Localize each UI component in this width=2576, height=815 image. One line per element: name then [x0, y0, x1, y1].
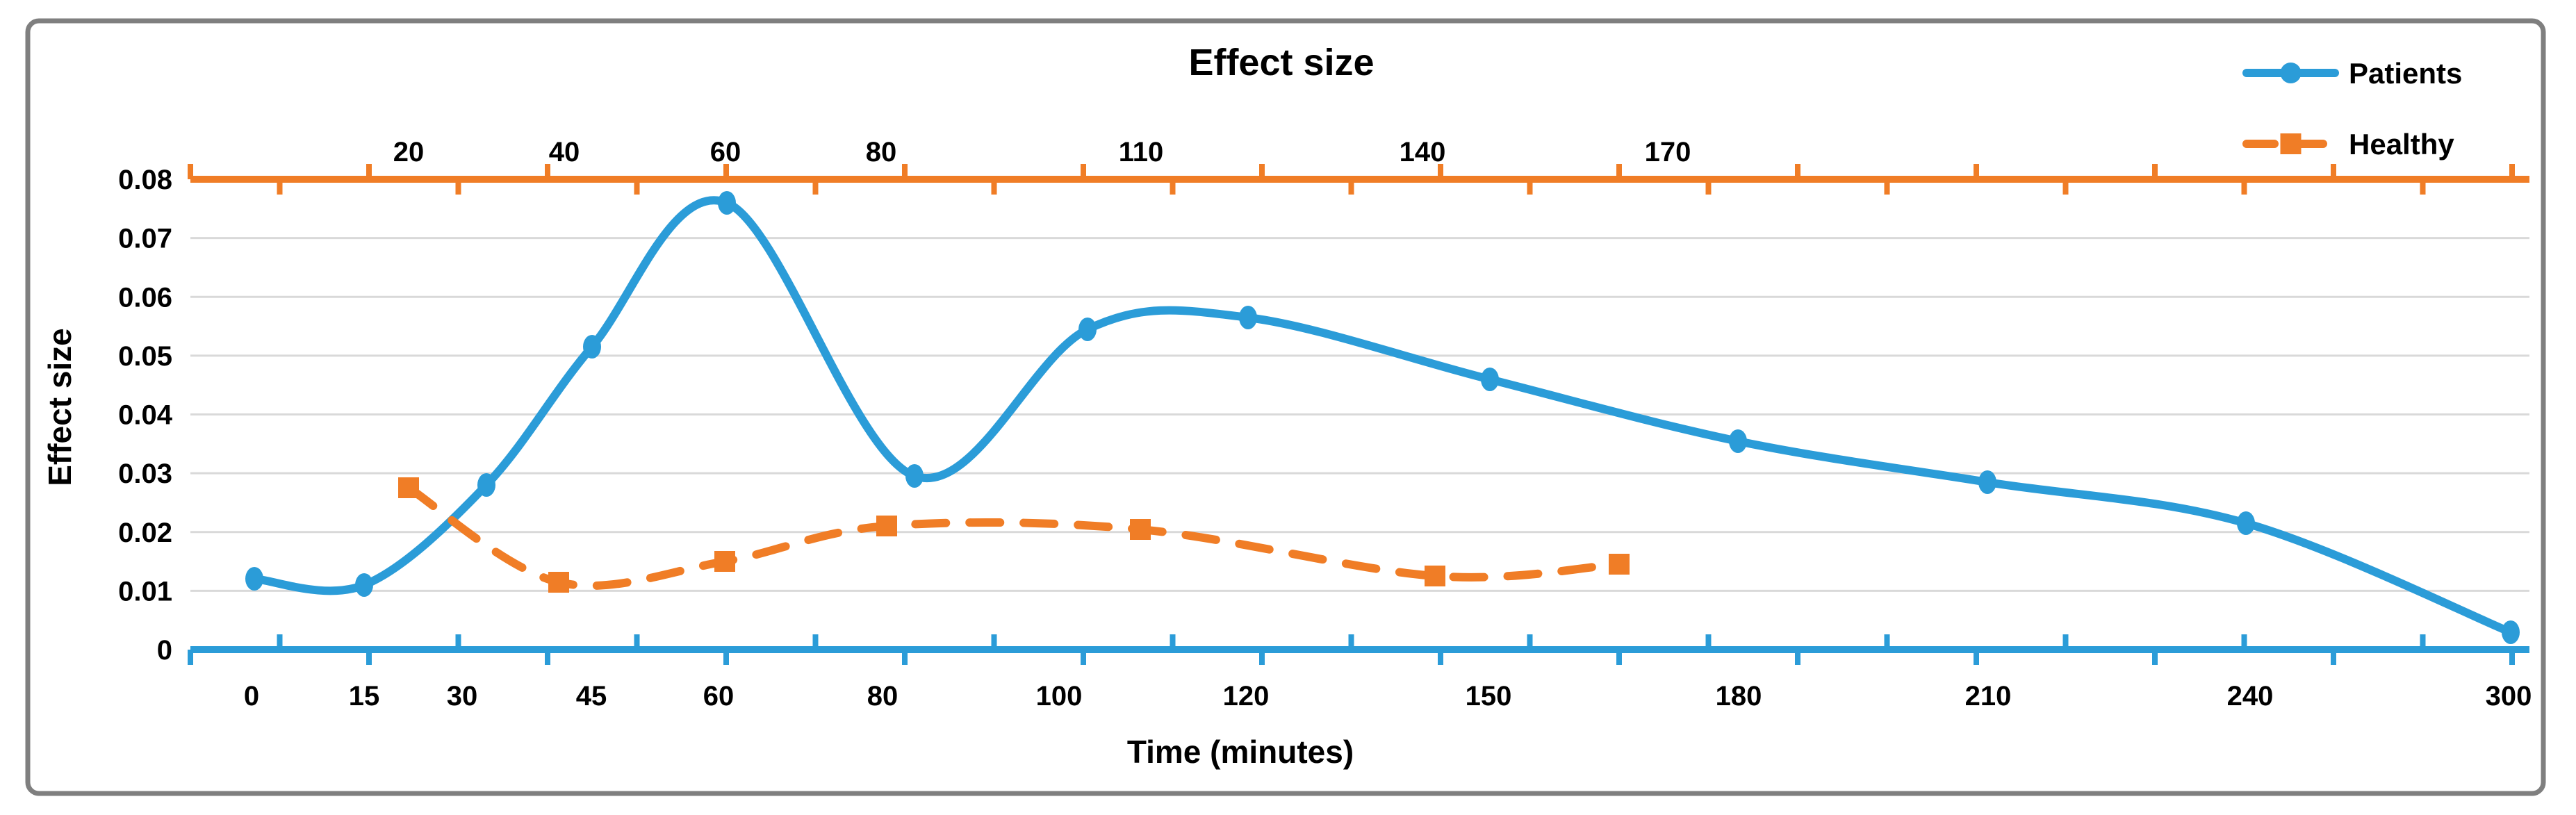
y-axis-tick-labels: 0.08 0.07 0.06 0.05 0.04 0.03 0.02 0.01 0: [118, 165, 173, 666]
y-axis-tick-label: 0.01: [118, 576, 172, 607]
top-x-axis-tick-labels: 20 40 60 80 110 140 170: [393, 137, 1691, 167]
healthy-data-point-marker: [548, 572, 569, 593]
gridlines: [190, 237, 2529, 592]
bottom-x-tick-label: 80: [867, 681, 899, 711]
healthy-data-point-marker: [1425, 566, 1445, 586]
series-patients: [245, 191, 2520, 644]
patients-data-point-marker: [1481, 368, 1499, 391]
series-healthy: [398, 477, 1630, 593]
patients-data-point-marker: [477, 473, 495, 497]
legend: Patients Healthy: [2242, 57, 2462, 160]
patients-line-sample-icon: [2242, 63, 2339, 83]
patients-data-point-marker: [1078, 318, 1097, 341]
bottom-x-tick-label: 180: [1716, 681, 1762, 711]
top-x-tick-label: 60: [710, 137, 741, 167]
bottom-x-tick-label: 100: [1036, 681, 1083, 711]
bottom-x-axis: [188, 634, 2529, 665]
legend-item-patients: Patients: [2242, 57, 2462, 90]
top-x-axis: [188, 164, 2529, 195]
healthy-data-point-marker: [1130, 519, 1151, 540]
y-axis-tick-label: 0.04: [118, 400, 173, 431]
bottom-x-tick-label: 30: [447, 681, 478, 711]
healthy-data-point-marker: [714, 551, 735, 572]
bottom-x-tick-label: 45: [576, 681, 607, 711]
bottom-x-tick-label: 210: [1965, 681, 2012, 711]
patients-data-point-marker: [2502, 620, 2520, 644]
y-axis-tick-label: 0.07: [118, 224, 172, 254]
bottom-x-tick-label: 120: [1223, 681, 1270, 711]
y-axis-tick-label: 0.02: [118, 518, 172, 548]
bottom-x-tick-label: 15: [349, 681, 380, 711]
top-x-tick-label: 110: [1119, 137, 1164, 167]
bottom-x-tick-label: 300: [2486, 681, 2532, 711]
patients-data-point-marker: [1239, 306, 1257, 329]
y-axis-tick-label: 0.06: [118, 282, 172, 313]
patients-data-point-marker: [718, 191, 736, 215]
patients-data-point-marker: [355, 573, 373, 597]
y-axis-tick-label: 0: [157, 635, 172, 666]
y-axis-tick-label: 0.08: [118, 165, 172, 195]
healthy-data-point-marker: [876, 516, 897, 536]
bottom-x-tick-label: 150: [1466, 681, 1512, 711]
bottom-x-tick-label: 0: [244, 681, 259, 711]
patients-data-point-marker: [1978, 470, 1996, 494]
legend-item-healthy: Healthy: [2242, 128, 2454, 160]
patients-data-point-marker: [1729, 429, 1747, 453]
y-axis-tick-label: 0.03: [118, 459, 172, 489]
top-x-tick-label: 40: [549, 137, 580, 167]
healthy-data-point-marker: [1609, 554, 1630, 575]
top-x-tick-label: 140: [1400, 137, 1446, 167]
bottom-x-tick-label: 240: [2227, 681, 2274, 711]
legend-label-healthy: Healthy: [2349, 128, 2454, 160]
chart-border: [25, 18, 2546, 796]
top-x-tick-label: 170: [1645, 137, 1691, 167]
patients-data-point-marker: [583, 335, 601, 359]
patients-marker-sample: [2280, 63, 2302, 83]
y-axis-tick-label: 0.05: [118, 341, 172, 372]
healthy-line-sample-icon: [2242, 133, 2339, 154]
patients-data-point-marker: [245, 567, 263, 591]
healthy-data-point-marker: [398, 477, 419, 498]
healthy-marker-sample: [2280, 133, 2302, 154]
x-axis-title: Time (minutes): [1127, 734, 1354, 770]
patients-line: [250, 196, 2515, 636]
bottom-x-tick-label: 60: [703, 681, 735, 711]
legend-label-patients: Patients: [2349, 57, 2462, 90]
bottom-x-axis-tick-labels: 0 15 30 45 60 80 100 120 150 180 210 240 300: [244, 681, 2532, 711]
top-x-tick-label: 20: [393, 137, 425, 167]
top-x-tick-label: 80: [866, 137, 897, 167]
chart-title: Effect size: [1188, 42, 1374, 83]
y-axis-title: Effect size: [42, 328, 78, 486]
patients-data-point-marker: [2237, 511, 2255, 535]
patients-data-point-marker: [905, 464, 924, 488]
